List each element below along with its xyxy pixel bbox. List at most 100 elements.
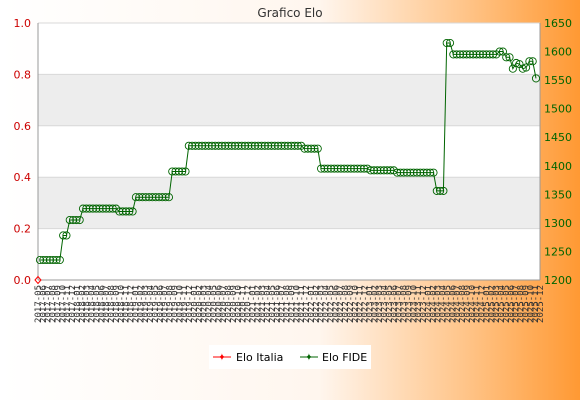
x-axis-tick-label: 2021-09 (287, 285, 297, 323)
x-axis-tick-label: 2024-01 (424, 285, 434, 323)
elo-fide-point (283, 141, 293, 150)
elo-fide-point (436, 186, 445, 195)
elo-fide-point (422, 168, 431, 177)
x-axis-tick-label: 2023-02 (370, 285, 380, 323)
chart-title: Grafico Elo (257, 6, 322, 20)
elo-fide-point (88, 204, 97, 213)
elo-fide-point (343, 164, 352, 173)
elo-fide-point (204, 141, 213, 150)
elo-fide-point (399, 168, 408, 177)
x-axis-tick-label: 2023-05 (385, 285, 395, 323)
x-axis-tick-label: 2019-01 (131, 285, 141, 323)
x-axis-tick-label: 2017-07 (44, 285, 54, 323)
elo-fide-point (432, 186, 441, 195)
x-axis-tick-label: 2021-01 (248, 285, 258, 323)
elo-fide-point (240, 141, 250, 150)
right-axis-tick-label: 1250 (544, 245, 572, 258)
x-axis-tick-label: 2018-07 (102, 285, 112, 323)
x-axis-tick-label: 2025-08 (517, 285, 527, 323)
elo-fide-point (174, 167, 183, 176)
x-axis-tick-label: 2025-07 (512, 285, 522, 323)
elo-fide-point (455, 50, 465, 59)
elo-fide-point (188, 141, 197, 150)
elo-fide-point (135, 193, 144, 202)
x-axis-tick-label: 2018-05 (92, 285, 102, 323)
elo-fide-point (194, 141, 203, 150)
right-axis-tick-label: 1500 (544, 103, 572, 116)
elo-fide-point (472, 50, 481, 59)
elo-fide-point (495, 47, 504, 56)
x-axis-tick-label: 2022-08 (341, 285, 351, 323)
elo-fide-point (333, 164, 342, 173)
x-axis-tick-label: 2020-04 (205, 285, 215, 323)
left-axis-tick-label: 0.8 (14, 68, 32, 81)
x-axis-tick-label: 2021-05 (268, 285, 278, 323)
right-axis-tick-label: 1350 (544, 188, 572, 201)
elo-fide-point (98, 204, 107, 213)
x-axis-tick-label: 2019-04 (146, 285, 156, 323)
elo-fide-point (346, 164, 355, 173)
elo-fide-point (277, 141, 286, 150)
x-axis-tick-label: 2020-01 (190, 285, 200, 323)
elo-fide-point (151, 193, 160, 202)
elo-fide-point (326, 164, 336, 173)
elo-fide-point (376, 166, 385, 175)
x-axis-tick-label: 2019-05 (151, 285, 161, 323)
elo-fide-point (313, 144, 322, 153)
elo-fide-point (518, 64, 527, 73)
elo-fide-point (211, 141, 220, 150)
legend-label-elo-italia: Elo Italia (236, 351, 283, 364)
elo-fide-point (244, 141, 253, 150)
elo-fide-point (45, 255, 54, 265)
x-axis-tick-label: 2024-03 (434, 285, 444, 323)
elo-fide-point (429, 168, 438, 177)
elo-fide-point (323, 164, 332, 173)
grid-band (38, 177, 540, 229)
elo-fide-point (254, 141, 263, 150)
x-axis-tick-label: 2023-09 (404, 285, 414, 323)
elo-fide-point (42, 255, 51, 265)
elo-fide-point (82, 204, 91, 213)
elo-fide-point (479, 50, 488, 59)
x-axis-tick-label: 2024-09 (463, 285, 473, 323)
elo-fide-point (52, 255, 61, 265)
x-axis-tick-label: 2025-05 (502, 285, 512, 323)
elo-fide-point (482, 50, 491, 59)
grid-band (38, 74, 540, 126)
x-axis-tick-label: 2024-08 (458, 285, 468, 323)
elo-fide-point (224, 141, 233, 150)
x-axis-tick-label: 2024-02 (429, 285, 439, 323)
elo-fide-point (125, 207, 134, 216)
elo-fide-point (270, 141, 279, 150)
elo-fide-point (39, 255, 48, 265)
elo-fide-point (145, 193, 154, 202)
elo-fide-point (402, 168, 412, 177)
x-axis-tick-label: 2024-10 (468, 285, 478, 323)
elo-fide-point (75, 215, 84, 225)
elo-fide-point (237, 141, 246, 150)
elo-fide-point (78, 204, 88, 213)
x-axis-tick-label: 2021-08 (283, 285, 293, 323)
x-axis-tick-label: 2017-09 (53, 285, 63, 323)
left-axis-tick-label: 0.0 (14, 274, 32, 287)
elo-fide-point (35, 255, 45, 265)
elo-fide-point (55, 255, 64, 265)
x-axis-tick-label: 2020-05 (209, 285, 219, 323)
elo-fide-point (512, 58, 521, 68)
x-axis-tick-label: 2023-01 (365, 285, 375, 323)
x-axis-tick-label: 2022-01 (307, 285, 317, 323)
elo-fide-point (419, 168, 428, 177)
elo-fide-point (373, 166, 382, 175)
elo-fide-point (118, 207, 127, 216)
legend: ✦ Elo Italia ✦ Elo FIDE (209, 345, 371, 369)
x-axis-tick-label: 2025-06 (507, 285, 517, 323)
x-axis-tick-label: 2022-12 (361, 285, 371, 323)
elo-fide-point (452, 50, 461, 59)
elo-fide-point (85, 204, 94, 213)
x-axis-tick-label: 2020-11 (239, 285, 249, 323)
elo-fide-point (217, 141, 226, 150)
elo-fide-point (184, 141, 193, 150)
elo-fide-point (264, 141, 273, 150)
elo-fide-point (393, 168, 402, 177)
